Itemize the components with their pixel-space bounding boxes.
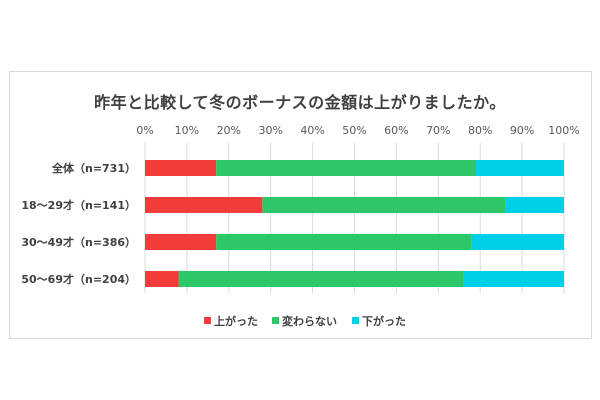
- legend: 上がった 変わらない 下がった: [204, 314, 406, 328]
- x-tick-label: 70%: [426, 124, 450, 137]
- bar-segment: [505, 197, 564, 213]
- x-tick-label: 90%: [510, 124, 534, 137]
- bar-segment: [145, 234, 217, 250]
- legend-swatch: [272, 317, 279, 324]
- legend-label: 上がった: [214, 314, 258, 328]
- x-tick-label: 10%: [175, 124, 199, 137]
- bar-segment: [145, 197, 263, 213]
- x-tick-label: 30%: [258, 124, 282, 137]
- bars: [145, 160, 564, 287]
- bar-segment: [216, 160, 477, 176]
- x-tick-label: 50%: [342, 124, 366, 137]
- bar-segment: [463, 271, 564, 287]
- bar-segment: [262, 197, 506, 213]
- category-label: 50～69才（n=204）: [21, 272, 136, 286]
- x-tick-label: 40%: [300, 124, 324, 137]
- x-tick-label: 60%: [384, 124, 408, 137]
- bar-segment: [216, 234, 472, 250]
- x-tick-label: 80%: [468, 124, 492, 137]
- chart-title: 昨年と比較して冬のボーナスの金額は上がりましたか。: [94, 93, 506, 112]
- x-tick-label: 100%: [548, 124, 579, 137]
- legend-label: 下がった: [362, 314, 406, 328]
- bar-segment: [476, 160, 564, 176]
- x-tick-label: 20%: [217, 124, 241, 137]
- bar-segment: [145, 271, 179, 287]
- category-label: 30～49才（n=386）: [21, 235, 136, 249]
- legend-swatch: [352, 317, 359, 324]
- legend-swatch: [204, 317, 211, 324]
- category-label: 全体（n=731）: [51, 161, 136, 175]
- x-tick-labels: 0% 10% 20% 30% 40% 50% 60% 70% 80% 90% 100%: [136, 124, 579, 137]
- category-labels: 全体（n=731） 18～29才（n=141） 30～49才（n=386） 50～69…: [21, 161, 136, 286]
- legend-label: 変わらない: [282, 314, 337, 328]
- bar-segment: [471, 234, 564, 250]
- category-label: 18～29才（n=141）: [21, 198, 136, 212]
- x-tick-label: 0%: [136, 124, 153, 137]
- bar-segment: [178, 271, 464, 287]
- bar-segment: [145, 160, 217, 176]
